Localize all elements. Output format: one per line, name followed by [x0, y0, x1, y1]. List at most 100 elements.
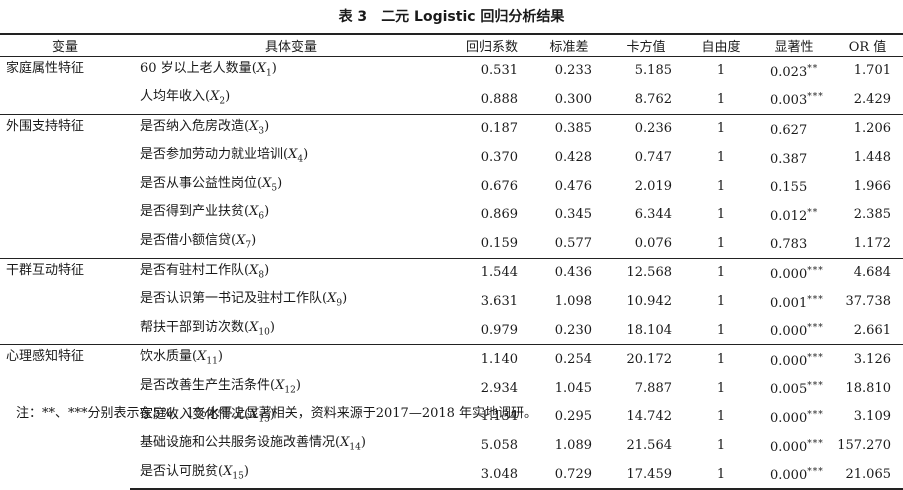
coefficient-cell: 0.869 — [480, 207, 518, 223]
variable-symbol: X — [223, 463, 233, 479]
variable-symbol: X — [210, 89, 220, 105]
odds-ratio-cell: 1.448 — [853, 150, 891, 166]
significance-cell: 0.012** — [756, 200, 832, 229]
significance-stars: ** — [807, 63, 819, 74]
significance-stars: *** — [807, 294, 824, 305]
variable-cell: 基础设施和公共服务设施改善情况(X14) — [140, 435, 366, 453]
variable-symbol: X — [249, 406, 259, 422]
df-cell: 1 — [686, 459, 756, 490]
coefficient-cell: 1.544 — [452, 257, 532, 288]
variable-subscript: 8 — [258, 270, 265, 281]
variable-symbol: X — [249, 204, 259, 220]
significance-value: 0.627 — [770, 122, 808, 138]
group-label: 干群互动特征 — [0, 257, 130, 345]
variable-cell: 是否纳入危房改造(X3) — [130, 113, 452, 144]
variable-label: 是否认可脱贫 — [140, 463, 219, 479]
variable-subscript: 13 — [258, 414, 270, 425]
header-specific-variable: 具体变量 — [130, 33, 452, 57]
odds-ratio-cell: 3.109 — [853, 409, 891, 425]
table-row: 外围支持特征 是否纳入危房改造(X3) 0.187 0.385 0.236 1 0.627 1… — [0, 113, 903, 259]
variable-symbol: X — [340, 435, 350, 451]
chi-square-cell: 17.459 — [606, 459, 686, 490]
std-error-cell: 1.098 — [554, 294, 592, 310]
coefficient-cell: 0.531 — [480, 63, 518, 79]
significance-value: 0.000 — [770, 410, 808, 426]
variable-subscript: 4 — [297, 154, 304, 165]
variable-symbol: X — [288, 147, 298, 163]
odds-ratio-cell: 157.270 — [837, 438, 891, 454]
variable-subscript: 11 — [206, 357, 218, 368]
significance-stars: *** — [807, 265, 824, 276]
variable-subscript: 15 — [232, 471, 244, 482]
significance-stars: *** — [807, 323, 824, 334]
chi-square-cell: 20.172 — [606, 344, 686, 375]
variable-label: 帮扶干部到访次数 — [140, 319, 245, 335]
variable-label: 是否纳入危房改造 — [140, 118, 245, 134]
variable-label: 基础设施和公共服务设施改善情况 — [140, 435, 336, 451]
table-body: 家庭属性特征 60 岁以上老人数量(X1) 0.531 0.233 5.185 1 0.02… — [0, 56, 903, 490]
coefficient-cell: 3.631 — [480, 294, 518, 310]
std-error-cell: 0.428 — [554, 150, 592, 166]
regression-table: 变量 具体变量 回归系数 标准差 卡方值 自由度 显著性 OR 值 家庭属性特征… — [0, 33, 903, 490]
significance-cell: 0.000*** — [756, 431, 832, 460]
odds-ratio-cell: 1.966 — [853, 178, 891, 194]
significance-value: 0.003 — [770, 93, 808, 109]
significance-cell: 0.000*** — [756, 403, 832, 432]
chi-square-cell: 18.104 — [626, 322, 673, 338]
table-row: 帮扶干部到访次数(X10) 0.979 0.230 18.104 1 0.000*** 2.… — [0, 316, 903, 345]
table-row: 基础设施和公共服务设施改善情况(X14) 5.058 1.089 21.564 1 0.0… — [0, 431, 903, 460]
variable-label: 是否认识第一书记及驻村工作队 — [140, 291, 323, 307]
significance-cell: 0.000*** — [756, 459, 832, 490]
std-error-cell: 0.345 — [554, 207, 592, 223]
coefficient-cell: 0.159 — [480, 235, 518, 251]
variable-subscript: 3 — [258, 126, 265, 137]
table-title: 二元 Logistic 回归分析结果 — [381, 9, 565, 25]
df-cell: 1 — [716, 150, 726, 166]
chi-square-cell: 10.942 — [626, 294, 673, 310]
df-cell: 1 — [716, 409, 726, 425]
header-std-error: 标准差 — [532, 33, 606, 57]
variable-cell: 是否得到产业扶贫(X6) — [140, 204, 270, 223]
odds-ratio-cell: 3.126 — [832, 344, 903, 375]
variable-cell: 是否从事公益性岗位(X5) — [140, 175, 283, 194]
std-error-cell: 0.230 — [554, 322, 592, 338]
significance-cell: 0.003*** — [756, 85, 832, 114]
variable-label: 家庭收入变化情况 — [140, 406, 245, 422]
significance-value: 0.387 — [770, 151, 808, 167]
coefficient-cell: 2.934 — [480, 380, 518, 396]
significance-cell: 0.627 — [756, 113, 832, 144]
odds-ratio-cell: 4.684 — [832, 257, 903, 288]
significance-stars: *** — [807, 92, 824, 103]
df-cell: 1 — [686, 257, 756, 288]
variable-label: 是否从事公益性岗位 — [140, 175, 258, 191]
table-row: 是否借小额信贷(X7) 0.159 0.577 0.076 1 0.783 1.172 — [0, 229, 903, 258]
variable-subscript: 6 — [258, 212, 265, 223]
variable-cell: 家庭收入变化情况(X13) — [140, 406, 275, 425]
header-odds-ratio: OR 值 — [832, 33, 903, 57]
variable-subscript: 1 — [266, 68, 272, 79]
odds-ratio-cell: 2.429 — [853, 91, 891, 107]
header-coefficient: 回归系数 — [452, 33, 532, 57]
variable-symbol: X — [197, 349, 207, 365]
table-row: 干群互动特征 是否有驻村工作队(X8) 1.544 0.436 12.568 1 0.000… — [0, 257, 903, 345]
table-row: 是否认识第一书记及驻村工作队(X9) 3.631 1.098 10.942 1 0.001… — [0, 287, 903, 316]
table-row: 家庭属性特征 60 岁以上老人数量(X1) 0.531 0.233 5.185 1 0.02… — [0, 56, 903, 85]
significance-value: 0.000 — [770, 266, 808, 282]
variable-cell: 是否参加劳动力就业培训(X4) — [140, 147, 309, 165]
df-cell: 1 — [716, 63, 726, 79]
chi-square-cell: 0.747 — [634, 150, 672, 166]
std-error-cell: 0.577 — [554, 235, 592, 251]
table-row: 心理感知特征 饮水质量(X11) 1.140 0.254 20.172 1 0.000***… — [0, 344, 903, 490]
significance-cell: 0.023** — [756, 56, 832, 85]
coefficient-cell: 0.676 — [480, 178, 518, 194]
variable-label: 60 岁以上老人数量 — [140, 60, 252, 76]
variable-subscript: 9 — [336, 298, 343, 309]
variable-symbol: X — [249, 118, 259, 134]
df-cell: 1 — [716, 294, 726, 310]
table-caption: 表 3 二元 Logistic 回归分析结果 — [0, 6, 903, 26]
significance-cell: 0.000*** — [756, 316, 832, 345]
std-error-cell: 0.233 — [554, 63, 592, 79]
std-error-cell: 0.436 — [532, 257, 606, 288]
significance-value: 0.000 — [770, 353, 808, 369]
df-cell: 1 — [716, 91, 726, 107]
